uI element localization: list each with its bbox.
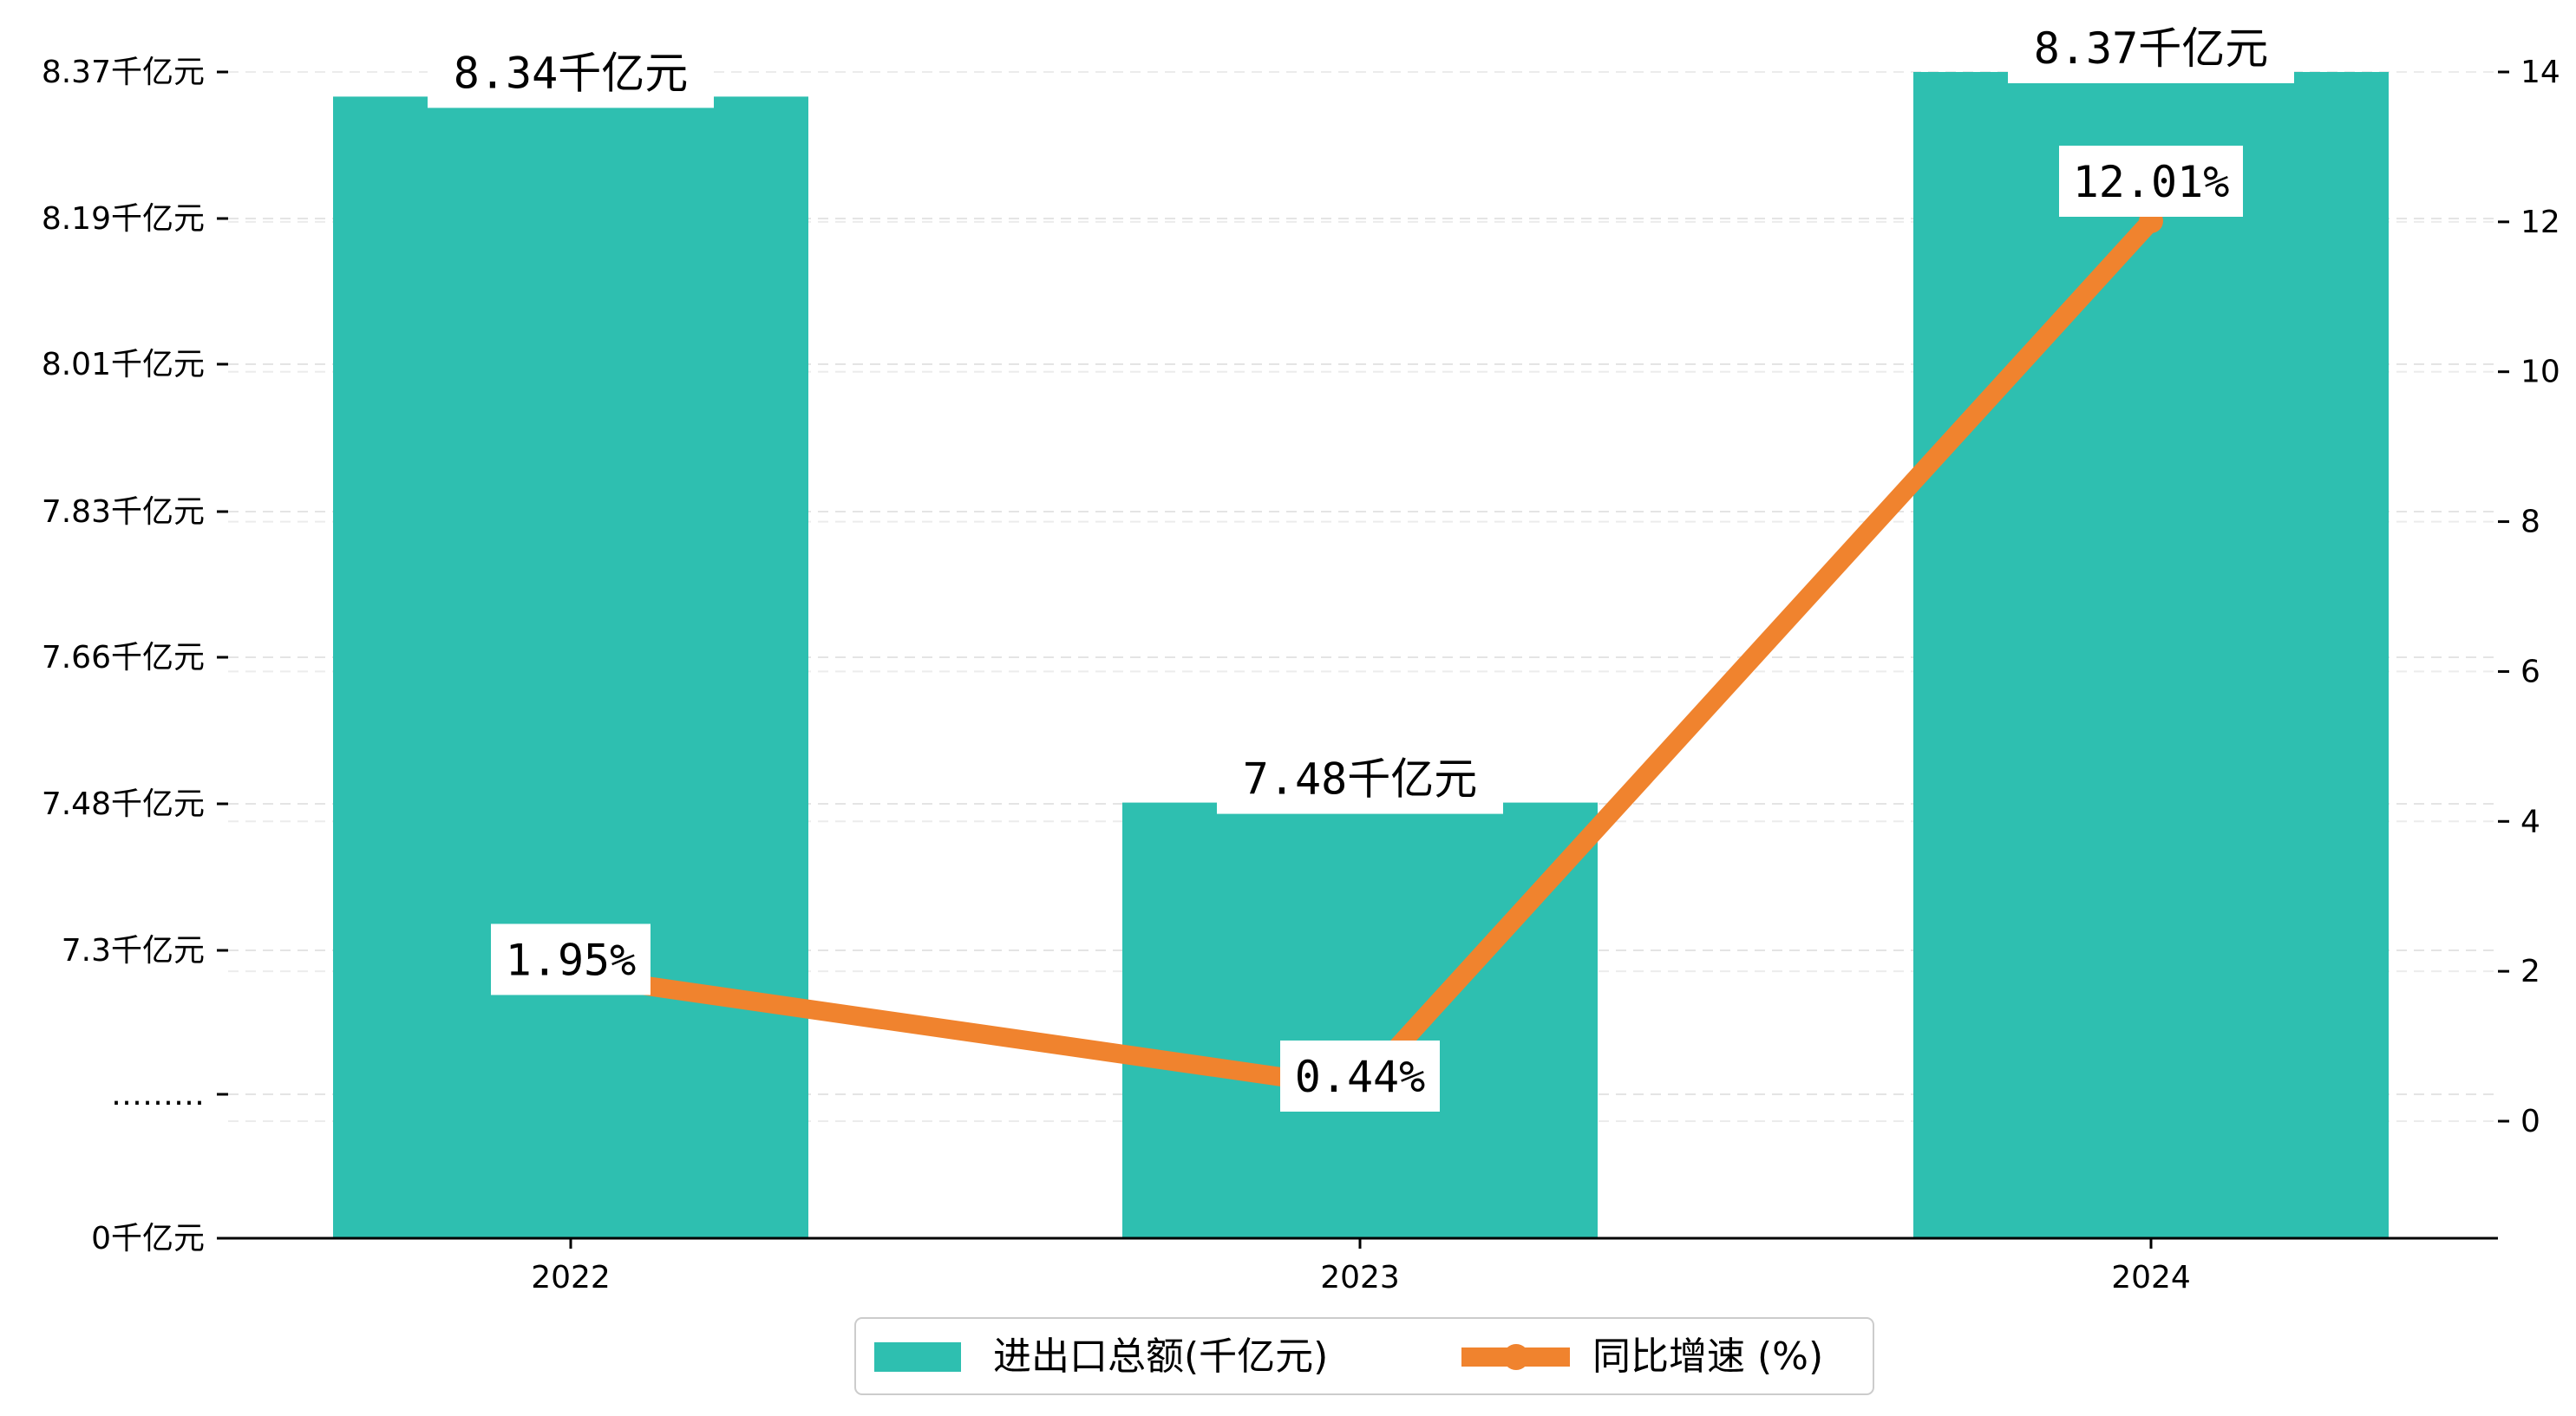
- bar-series: [333, 72, 2389, 1239]
- line-label-2024: 12.01%: [2059, 145, 2243, 217]
- legend-swatch-marker: [1503, 1344, 1529, 1370]
- bar-2024: [1913, 72, 2389, 1238]
- line-label-2023-box: [1280, 1040, 1440, 1112]
- bar-label-2022-box: [428, 36, 714, 108]
- right-tick-label-6: 2: [2520, 954, 2540, 989]
- bar-label-2022: 8.34千亿元: [428, 36, 714, 108]
- x-tick-label-2023: 2023: [1320, 1260, 1400, 1295]
- left-tick-label-7: ………: [111, 1077, 205, 1113]
- axes: 8.37千亿元 8.19千亿元 8.01千亿元 7.83千亿元 7.66千亿元 7.48千…: [42, 55, 2560, 1295]
- left-tick-label-2: 8.01千亿元: [42, 347, 205, 382]
- bar-2022: [333, 96, 808, 1239]
- x-tick-label-2022: 2022: [531, 1260, 611, 1295]
- left-tick-label-5: 7.48千亿元: [42, 786, 205, 822]
- bar-label-2024: 8.37千亿元: [2008, 12, 2294, 83]
- right-tick-label-7: 0: [2520, 1104, 2540, 1139]
- left-tick-label-1: 8.19千亿元: [42, 201, 205, 237]
- line-label-2023-text: 0.44%: [1295, 1052, 1426, 1102]
- line-label-2022: 1.95%: [491, 923, 651, 995]
- line-label-2024-box: [2059, 145, 2243, 217]
- line-label-2022-box: [491, 923, 651, 995]
- left-tick-label-8: 0千亿元: [91, 1221, 205, 1256]
- right-tick-label-0: 14: [2520, 55, 2560, 90]
- bar-label-2023: 7.48千亿元: [1217, 742, 1503, 814]
- line-label-2023: 0.44%: [1280, 1040, 1440, 1112]
- right-tick-label-4: 6: [2520, 654, 2540, 689]
- bar-label-2023-box: [1217, 742, 1503, 814]
- x-tick-label-2024: 2024: [2111, 1260, 2191, 1295]
- left-tick-label-3: 7.83千亿元: [42, 494, 205, 530]
- bar-2023: [1122, 802, 1598, 1238]
- line-label-2024-text: 12.01%: [2073, 157, 2230, 207]
- legend: 进出口总额(千亿元) 同比增速 (%): [854, 1317, 1874, 1395]
- left-tick-label-4: 7.66千亿元: [42, 640, 205, 675]
- right-tick-label-5: 4: [2520, 804, 2540, 839]
- bar-label-2024-text: 8.37千亿元: [2034, 23, 2268, 74]
- legend-swatch-bar: [874, 1342, 961, 1372]
- line-label-2022-text: 1.95%: [506, 935, 637, 985]
- bar-label-2023-text: 7.48千亿元: [1243, 754, 1477, 805]
- bar-label-2022-text: 8.34千亿元: [454, 48, 688, 98]
- data-labels: 8.34千亿元 7.48千亿元 8.37千亿元 1.95% 0.44% 12.01%: [428, 12, 2294, 1112]
- bar-label-2024-box: [2008, 12, 2294, 83]
- left-tick-label-0: 8.37千亿元: [42, 55, 205, 90]
- right-tick-label-2: 10: [2520, 355, 2560, 390]
- legend-box: 进出口总额(千亿元) 同比增速 (%): [854, 1317, 1874, 1395]
- right-tick-label-3: 8: [2520, 505, 2540, 540]
- right-tick-label-1: 12: [2520, 205, 2560, 240]
- legend-label-line: 同比增速 (%): [1592, 1334, 1823, 1379]
- legend-frame: [854, 1317, 1874, 1395]
- legend-label-bar: 进出口总额(千亿元): [993, 1334, 1328, 1379]
- left-tick-label-6: 7.3千亿元: [62, 933, 205, 969]
